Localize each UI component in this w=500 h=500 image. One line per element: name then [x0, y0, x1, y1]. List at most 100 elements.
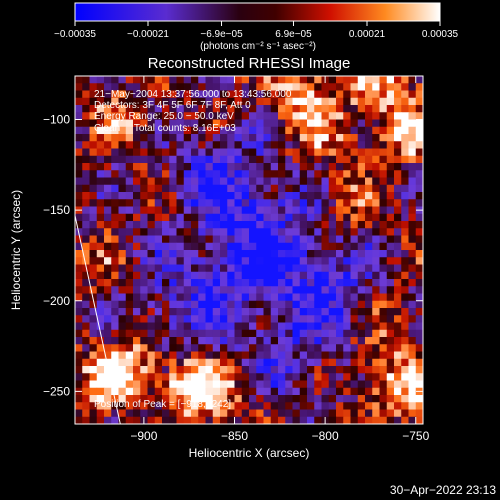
heatmap-cell: [314, 105, 322, 113]
heatmap-cell: [155, 344, 163, 352]
heatmap-cell: [148, 294, 156, 302]
heatmap-cell: [285, 149, 293, 157]
heatmap-cell: [198, 410, 206, 418]
heatmap-cell: [148, 199, 156, 207]
heatmap-cell: [184, 214, 192, 222]
heatmap-cell: [213, 272, 221, 280]
heatmap-cell: [206, 344, 214, 352]
heatmap-cell: [191, 221, 199, 229]
heatmap-cell: [329, 221, 337, 229]
heatmap-cell: [169, 352, 177, 360]
y-tick-label: −250: [43, 384, 70, 398]
heatmap-cell: [329, 272, 337, 280]
heatmap-cell: [416, 257, 424, 265]
heatmap-cell: [184, 141, 192, 149]
heatmap-cell: [409, 366, 417, 374]
heatmap-cell: [206, 243, 214, 251]
heatmap-cell: [322, 207, 330, 215]
heatmap-cell: [104, 315, 112, 323]
heatmap-cell: [314, 272, 322, 280]
heatmap-cell: [336, 417, 344, 425]
heatmap-cell: [184, 323, 192, 331]
heatmap-cell: [155, 236, 163, 244]
heatmap-cell: [387, 228, 395, 236]
heatmap-cell: [126, 344, 134, 352]
heatmap-cell: [329, 207, 337, 215]
heatmap-cell: [358, 402, 366, 410]
heatmap-cell: [380, 76, 388, 84]
heatmap-cell: [409, 308, 417, 316]
heatmap-cell: [198, 243, 206, 251]
heatmap-cell: [409, 199, 417, 207]
heatmap-cell: [220, 359, 228, 367]
heatmap-cell: [372, 163, 380, 171]
heatmap-cell: [133, 163, 141, 171]
heatmap-cell: [307, 257, 315, 265]
heatmap-cell: [264, 388, 272, 396]
heatmap-cell: [380, 410, 388, 418]
heatmap-cell: [293, 388, 301, 396]
heatmap-cell: [416, 417, 424, 425]
heatmap-cell: [322, 323, 330, 331]
heatmap-cell: [380, 127, 388, 135]
heatmap-cell: [336, 395, 344, 403]
heatmap-cell: [387, 185, 395, 193]
heatmap-cell: [300, 286, 308, 294]
heatmap-cell: [249, 149, 257, 157]
heatmap-cell: [184, 163, 192, 171]
heatmap-cell: [75, 170, 83, 178]
heatmap-cell: [140, 279, 148, 287]
heatmap-cell: [293, 98, 301, 106]
heatmap-cell: [336, 83, 344, 91]
heatmap-cell: [220, 156, 228, 164]
heatmap-cell: [394, 199, 402, 207]
footer-timestamp: 30−Apr−2022 23:13: [390, 483, 496, 497]
heatmap-cell: [293, 417, 301, 425]
heatmap-cell: [213, 323, 221, 331]
heatmap-cell: [206, 236, 214, 244]
heatmap-cell: [401, 344, 409, 352]
heatmap-cell: [242, 257, 250, 265]
heatmap-cell: [155, 257, 163, 265]
heatmap-cell: [177, 170, 185, 178]
heatmap-cell: [271, 185, 279, 193]
heatmap-cell: [119, 250, 127, 258]
heatmap-cell: [206, 228, 214, 236]
heatmap-cell: [380, 91, 388, 99]
heatmap-cell: [148, 178, 156, 186]
heatmap-cell: [336, 250, 344, 258]
heatmap-cell: [322, 402, 330, 410]
heatmap-cell: [329, 381, 337, 389]
heatmap-cell: [191, 243, 199, 251]
heatmap-cell: [264, 120, 272, 128]
heatmap-cell: [119, 286, 127, 294]
heatmap-cell: [220, 294, 228, 302]
heatmap-cell: [271, 236, 279, 244]
heatmap-cell: [119, 170, 127, 178]
heatmap-cell: [184, 170, 192, 178]
heatmap-cell: [184, 192, 192, 200]
heatmap-cell: [351, 214, 359, 222]
heatmap-cell: [155, 294, 163, 302]
heatmap-cell: [104, 214, 112, 222]
annotation-energy: Energy Range: 25.0 − 50.0 keV: [94, 111, 234, 122]
heatmap-cell: [148, 149, 156, 157]
heatmap-cell: [314, 199, 322, 207]
heatmap-cell: [227, 149, 235, 157]
heatmap-cell: [336, 359, 344, 367]
heatmap-cell: [140, 156, 148, 164]
heatmap-cell: [206, 156, 214, 164]
heatmap-cell: [401, 272, 409, 280]
heatmap-cell: [198, 315, 206, 323]
heatmap-cell: [336, 402, 344, 410]
heatmap-cell: [198, 337, 206, 345]
heatmap-cell: [300, 149, 308, 157]
heatmap-cell: [285, 250, 293, 258]
heatmap-cell: [140, 315, 148, 323]
heatmap-cell: [336, 279, 344, 287]
heatmap-cell: [256, 243, 264, 251]
heatmap-cell: [401, 199, 409, 207]
heatmap-cell: [191, 163, 199, 171]
heatmap-cell: [300, 207, 308, 215]
heatmap-cell: [278, 228, 286, 236]
